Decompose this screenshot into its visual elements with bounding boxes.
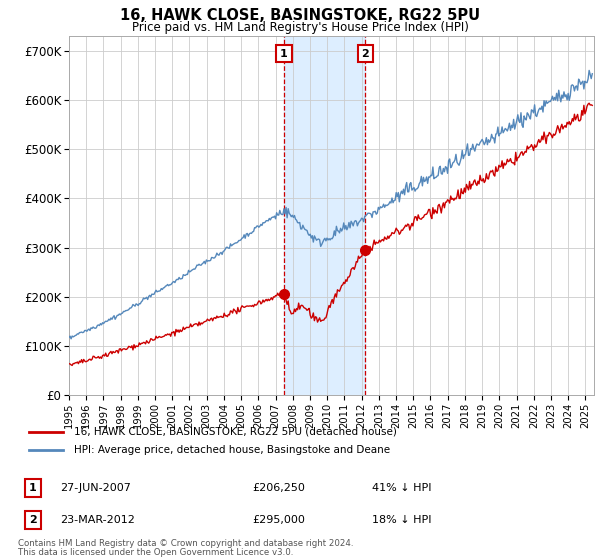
Text: £295,000: £295,000 xyxy=(252,515,305,525)
Text: 1: 1 xyxy=(29,483,37,493)
Text: HPI: Average price, detached house, Basingstoke and Deane: HPI: Average price, detached house, Basi… xyxy=(74,445,391,455)
Text: 41% ↓ HPI: 41% ↓ HPI xyxy=(372,483,431,493)
Text: This data is licensed under the Open Government Licence v3.0.: This data is licensed under the Open Gov… xyxy=(18,548,293,557)
Text: 16, HAWK CLOSE, BASINGSTOKE, RG22 5PU (detached house): 16, HAWK CLOSE, BASINGSTOKE, RG22 5PU (d… xyxy=(74,427,397,437)
Text: 18% ↓ HPI: 18% ↓ HPI xyxy=(372,515,431,525)
Text: Price paid vs. HM Land Registry's House Price Index (HPI): Price paid vs. HM Land Registry's House … xyxy=(131,21,469,34)
Text: 2: 2 xyxy=(29,515,37,525)
Text: Contains HM Land Registry data © Crown copyright and database right 2024.: Contains HM Land Registry data © Crown c… xyxy=(18,539,353,548)
Text: 23-MAR-2012: 23-MAR-2012 xyxy=(60,515,135,525)
Text: 2: 2 xyxy=(362,49,369,59)
Text: 27-JUN-2007: 27-JUN-2007 xyxy=(60,483,131,493)
Text: 1: 1 xyxy=(280,49,288,59)
Text: 16, HAWK CLOSE, BASINGSTOKE, RG22 5PU: 16, HAWK CLOSE, BASINGSTOKE, RG22 5PU xyxy=(120,8,480,24)
Bar xyxy=(284,36,365,395)
Text: £206,250: £206,250 xyxy=(252,483,305,493)
